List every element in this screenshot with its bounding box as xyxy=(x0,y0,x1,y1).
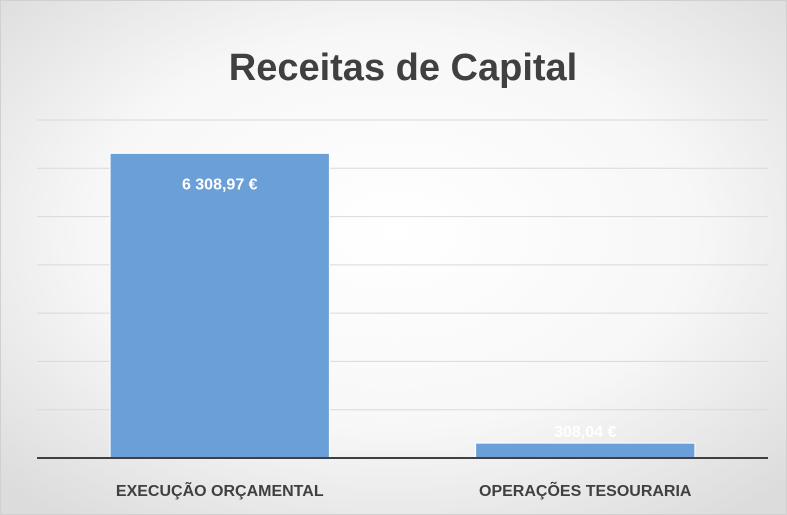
data-label: 6 308,97 € xyxy=(182,177,258,194)
bar xyxy=(109,152,330,459)
x-tick-label: EXECUÇÃO ORÇAMENTAL xyxy=(116,480,324,500)
chart-title: Receitas de Capital xyxy=(229,47,577,89)
bar xyxy=(475,442,696,459)
data-label: 308,04 € xyxy=(554,424,616,441)
x-tick-label: OPERAÇÕES TESOURARIA xyxy=(479,480,692,500)
